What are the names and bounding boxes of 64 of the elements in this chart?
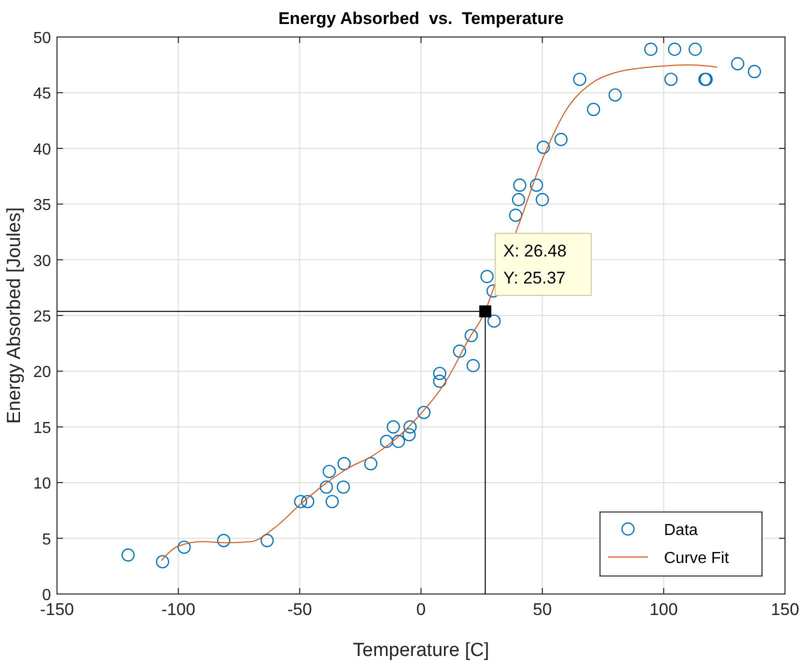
point bbox=[466, 359, 480, 372]
point bbox=[403, 420, 417, 434]
point bbox=[573, 72, 586, 86]
x-tick-label: 100 bbox=[649, 600, 678, 619]
y-tick-label: 25 bbox=[33, 308, 52, 326]
point bbox=[554, 132, 568, 146]
point bbox=[530, 178, 544, 192]
point bbox=[433, 374, 446, 388]
x-tick-label: 50 bbox=[532, 600, 552, 619]
point bbox=[392, 434, 406, 448]
y-axis-title: Energy Absorbed [Joules] bbox=[4, 207, 25, 424]
point bbox=[731, 57, 744, 70]
y-tick-label: 20 bbox=[33, 364, 52, 382]
y-tick-label: 15 bbox=[33, 420, 52, 437]
point bbox=[512, 193, 526, 206]
y-tick-label: 50 bbox=[33, 30, 52, 47]
point bbox=[452, 344, 466, 358]
y-tick-label: 45 bbox=[33, 86, 52, 103]
point bbox=[417, 406, 431, 420]
point bbox=[380, 434, 394, 448]
point bbox=[513, 178, 526, 192]
x-tick-label: -100 bbox=[161, 600, 196, 619]
chart-title: Energy Absorbed vs. Temperature bbox=[278, 9, 564, 28]
point bbox=[294, 494, 308, 508]
point bbox=[586, 102, 600, 116]
y-tick-label: 30 bbox=[33, 252, 52, 270]
point bbox=[260, 534, 274, 548]
x-tick-label: 150 bbox=[770, 600, 800, 619]
point bbox=[668, 42, 682, 56]
y-tick-label: 35 bbox=[33, 197, 52, 214]
point bbox=[337, 457, 351, 470]
y-tick-label: 40 bbox=[33, 141, 52, 158]
y-tick-label: 5 bbox=[42, 531, 52, 548]
point bbox=[402, 428, 416, 442]
x-axis-title: Temperature [C] bbox=[352, 640, 490, 661]
point bbox=[433, 366, 446, 380]
y-tick-label: 10 bbox=[33, 476, 52, 493]
point bbox=[156, 555, 170, 568]
point bbox=[536, 193, 549, 206]
point bbox=[608, 88, 622, 102]
point bbox=[326, 494, 339, 508]
legend-label: Data bbox=[664, 522, 698, 539]
point bbox=[487, 314, 501, 328]
point bbox=[664, 72, 678, 86]
point bbox=[688, 42, 702, 56]
point bbox=[336, 480, 350, 494]
legend-label: Curve Fit bbox=[664, 550, 730, 567]
point bbox=[386, 420, 400, 434]
annotation: X: 26.48 Y: 25.37 bbox=[503, 241, 567, 288]
point bbox=[644, 42, 658, 56]
point bbox=[122, 548, 135, 562]
point bbox=[322, 464, 336, 478]
point bbox=[301, 494, 314, 508]
point bbox=[480, 270, 494, 284]
point bbox=[509, 208, 522, 222]
x-tick-label: 0 bbox=[416, 600, 426, 619]
point bbox=[748, 64, 762, 78]
point bbox=[464, 328, 478, 342]
point bbox=[364, 457, 378, 470]
point bbox=[536, 140, 550, 154]
x-tick-label: -50 bbox=[287, 600, 312, 619]
point bbox=[217, 534, 230, 548]
point bbox=[178, 540, 191, 554]
point bbox=[320, 480, 333, 494]
